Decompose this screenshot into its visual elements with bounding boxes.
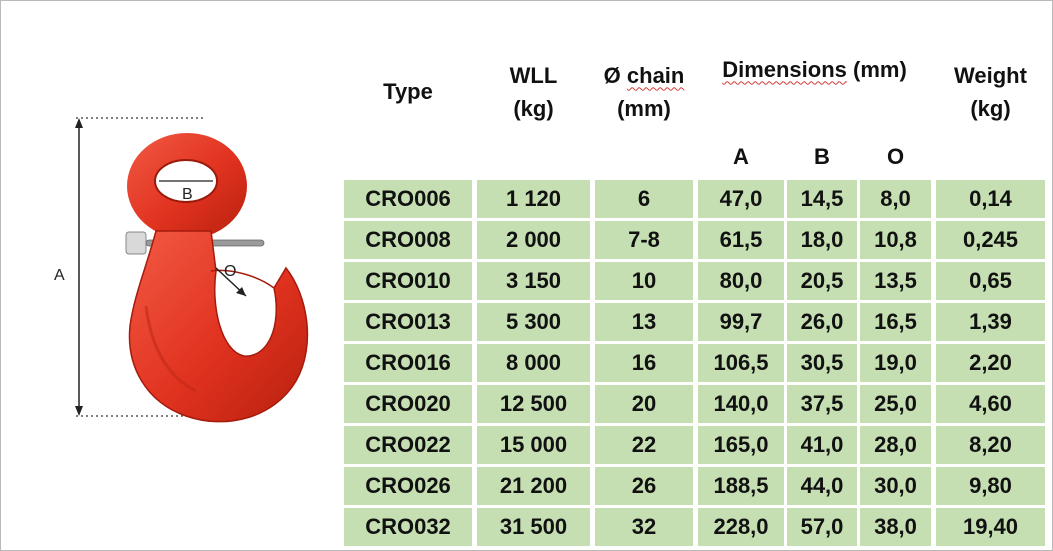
cell-dim-a: 99,7 <box>698 303 784 341</box>
cell-weight: 19,40 <box>936 508 1045 546</box>
cell-chain: 7-8 <box>595 221 693 259</box>
cell-dim-a: 61,5 <box>698 221 784 259</box>
eye-hook-diagram: A B O <box>54 117 309 423</box>
header-dimensions: Dimensions (mm) <box>698 6 931 132</box>
cell-chain: 20 <box>595 385 693 423</box>
dim-b-label: B <box>182 186 193 203</box>
dim-a-arrow-down <box>75 406 83 416</box>
cell-chain: 16 <box>595 344 693 382</box>
cell-wll: 15 000 <box>477 426 590 464</box>
cell-dim-o: 19,0 <box>860 344 931 382</box>
header-chain-unit: (mm) <box>617 95 671 121</box>
header-chain-symbol: Ø <box>603 62 621 88</box>
cell-dim-o: 30,0 <box>860 467 931 505</box>
cell-dim-a: 228,0 <box>698 508 784 546</box>
cell-wll: 21 200 <box>477 467 590 505</box>
header-chain: Ø chain (mm) <box>595 6 693 177</box>
cell-wll: 31 500 <box>477 508 590 546</box>
header-dim-b-text: B <box>814 144 830 169</box>
cell-type: CRO010 <box>344 262 472 300</box>
cell-dim-b: 44,0 <box>787 467 857 505</box>
cell-wll: 12 500 <box>477 385 590 423</box>
cell-dim-a: 80,0 <box>698 262 784 300</box>
cell-dim-o: 13,5 <box>860 262 931 300</box>
header-wll-unit: (kg) <box>513 95 554 121</box>
cell-weight: 0,245 <box>936 221 1045 259</box>
header-dimensions-word: Dimensions <box>722 56 847 82</box>
header-dim-a: A <box>698 137 784 177</box>
header-dimensions-text: Dimensions (mm) <box>722 53 907 86</box>
header-weight-text: Weight <box>954 62 1027 88</box>
header-type-text: Type <box>383 79 433 104</box>
cell-dim-a: 188,5 <box>698 467 784 505</box>
cell-wll: 1 120 <box>477 180 590 218</box>
cell-dim-a: 106,5 <box>698 344 784 382</box>
cell-type: CRO026 <box>344 467 472 505</box>
cell-type: CRO032 <box>344 508 472 546</box>
cell-chain: 6 <box>595 180 693 218</box>
cell-weight: 0,65 <box>936 262 1045 300</box>
cell-weight: 0,14 <box>936 180 1045 218</box>
hook-image-cell: A B O <box>6 6 340 544</box>
dim-o-label: O <box>224 263 236 280</box>
cell-dim-b: 18,0 <box>787 221 857 259</box>
cell-dim-o: 10,8 <box>860 221 931 259</box>
header-dim-o: O <box>860 137 931 177</box>
dim-a-arrow-up <box>75 118 83 128</box>
cell-dim-b: 41,0 <box>787 426 857 464</box>
cell-weight: 4,60 <box>936 385 1045 423</box>
cell-dim-b: 20,5 <box>787 262 857 300</box>
cell-weight: 1,39 <box>936 303 1045 341</box>
header-weight-unit: (kg) <box>970 95 1011 121</box>
cell-wll: 2 000 <box>477 221 590 259</box>
cell-dim-o: 8,0 <box>860 180 931 218</box>
cell-dim-o: 16,5 <box>860 303 931 341</box>
cell-wll: 5 300 <box>477 303 590 341</box>
header-dim-b: B <box>787 137 857 177</box>
header-wll: WLL (kg) <box>477 6 590 177</box>
cell-chain: 22 <box>595 426 693 464</box>
hook-ridge <box>144 305 197 393</box>
cell-dim-o: 28,0 <box>860 426 931 464</box>
dim-o-arrow <box>236 287 246 296</box>
cell-dim-a: 165,0 <box>698 426 784 464</box>
cell-type: CRO020 <box>344 385 472 423</box>
latch-screw <box>125 231 147 255</box>
header-weight: Weight (kg) <box>936 6 1045 177</box>
cell-type: CRO013 <box>344 303 472 341</box>
cell-wll: 8 000 <box>477 344 590 382</box>
header-dim-o-text: O <box>886 144 905 169</box>
cell-dim-b: 30,5 <box>787 344 857 382</box>
cell-dim-a: 47,0 <box>698 180 784 218</box>
cell-type: CRO008 <box>344 221 472 259</box>
cell-weight: 9,80 <box>936 467 1045 505</box>
header-wll-text: WLL <box>509 62 558 88</box>
cell-dim-o: 38,0 <box>860 508 931 546</box>
cell-chain: 13 <box>595 303 693 341</box>
cell-dim-b: 57,0 <box>787 508 857 546</box>
cell-dim-b: 26,0 <box>787 303 857 341</box>
cell-dim-a: 140,0 <box>698 385 784 423</box>
hook-throat <box>210 269 275 289</box>
header-dim-a-text: A <box>733 144 749 169</box>
cell-chain: 32 <box>595 508 693 546</box>
header-dimensions-unit: (mm) <box>853 56 907 82</box>
cell-type: CRO016 <box>344 344 472 382</box>
cell-chain: 10 <box>595 262 693 300</box>
cell-chain: 26 <box>595 467 693 505</box>
cell-wll: 3 150 <box>477 262 590 300</box>
cell-dim-b: 37,5 <box>787 385 857 423</box>
cell-weight: 2,20 <box>936 344 1045 382</box>
cell-type: CRO022 <box>344 426 472 464</box>
cell-type: CRO006 <box>344 180 472 218</box>
header-chain-word: chain <box>626 62 685 88</box>
dim-a-label: A <box>54 267 65 284</box>
hook-body <box>128 230 309 423</box>
cell-weight: 8,20 <box>936 426 1045 464</box>
header-type: Type <box>344 6 472 177</box>
header-chain-text: Ø chain <box>604 59 685 92</box>
cell-dim-o: 25,0 <box>860 385 931 423</box>
cell-dim-b: 14,5 <box>787 180 857 218</box>
